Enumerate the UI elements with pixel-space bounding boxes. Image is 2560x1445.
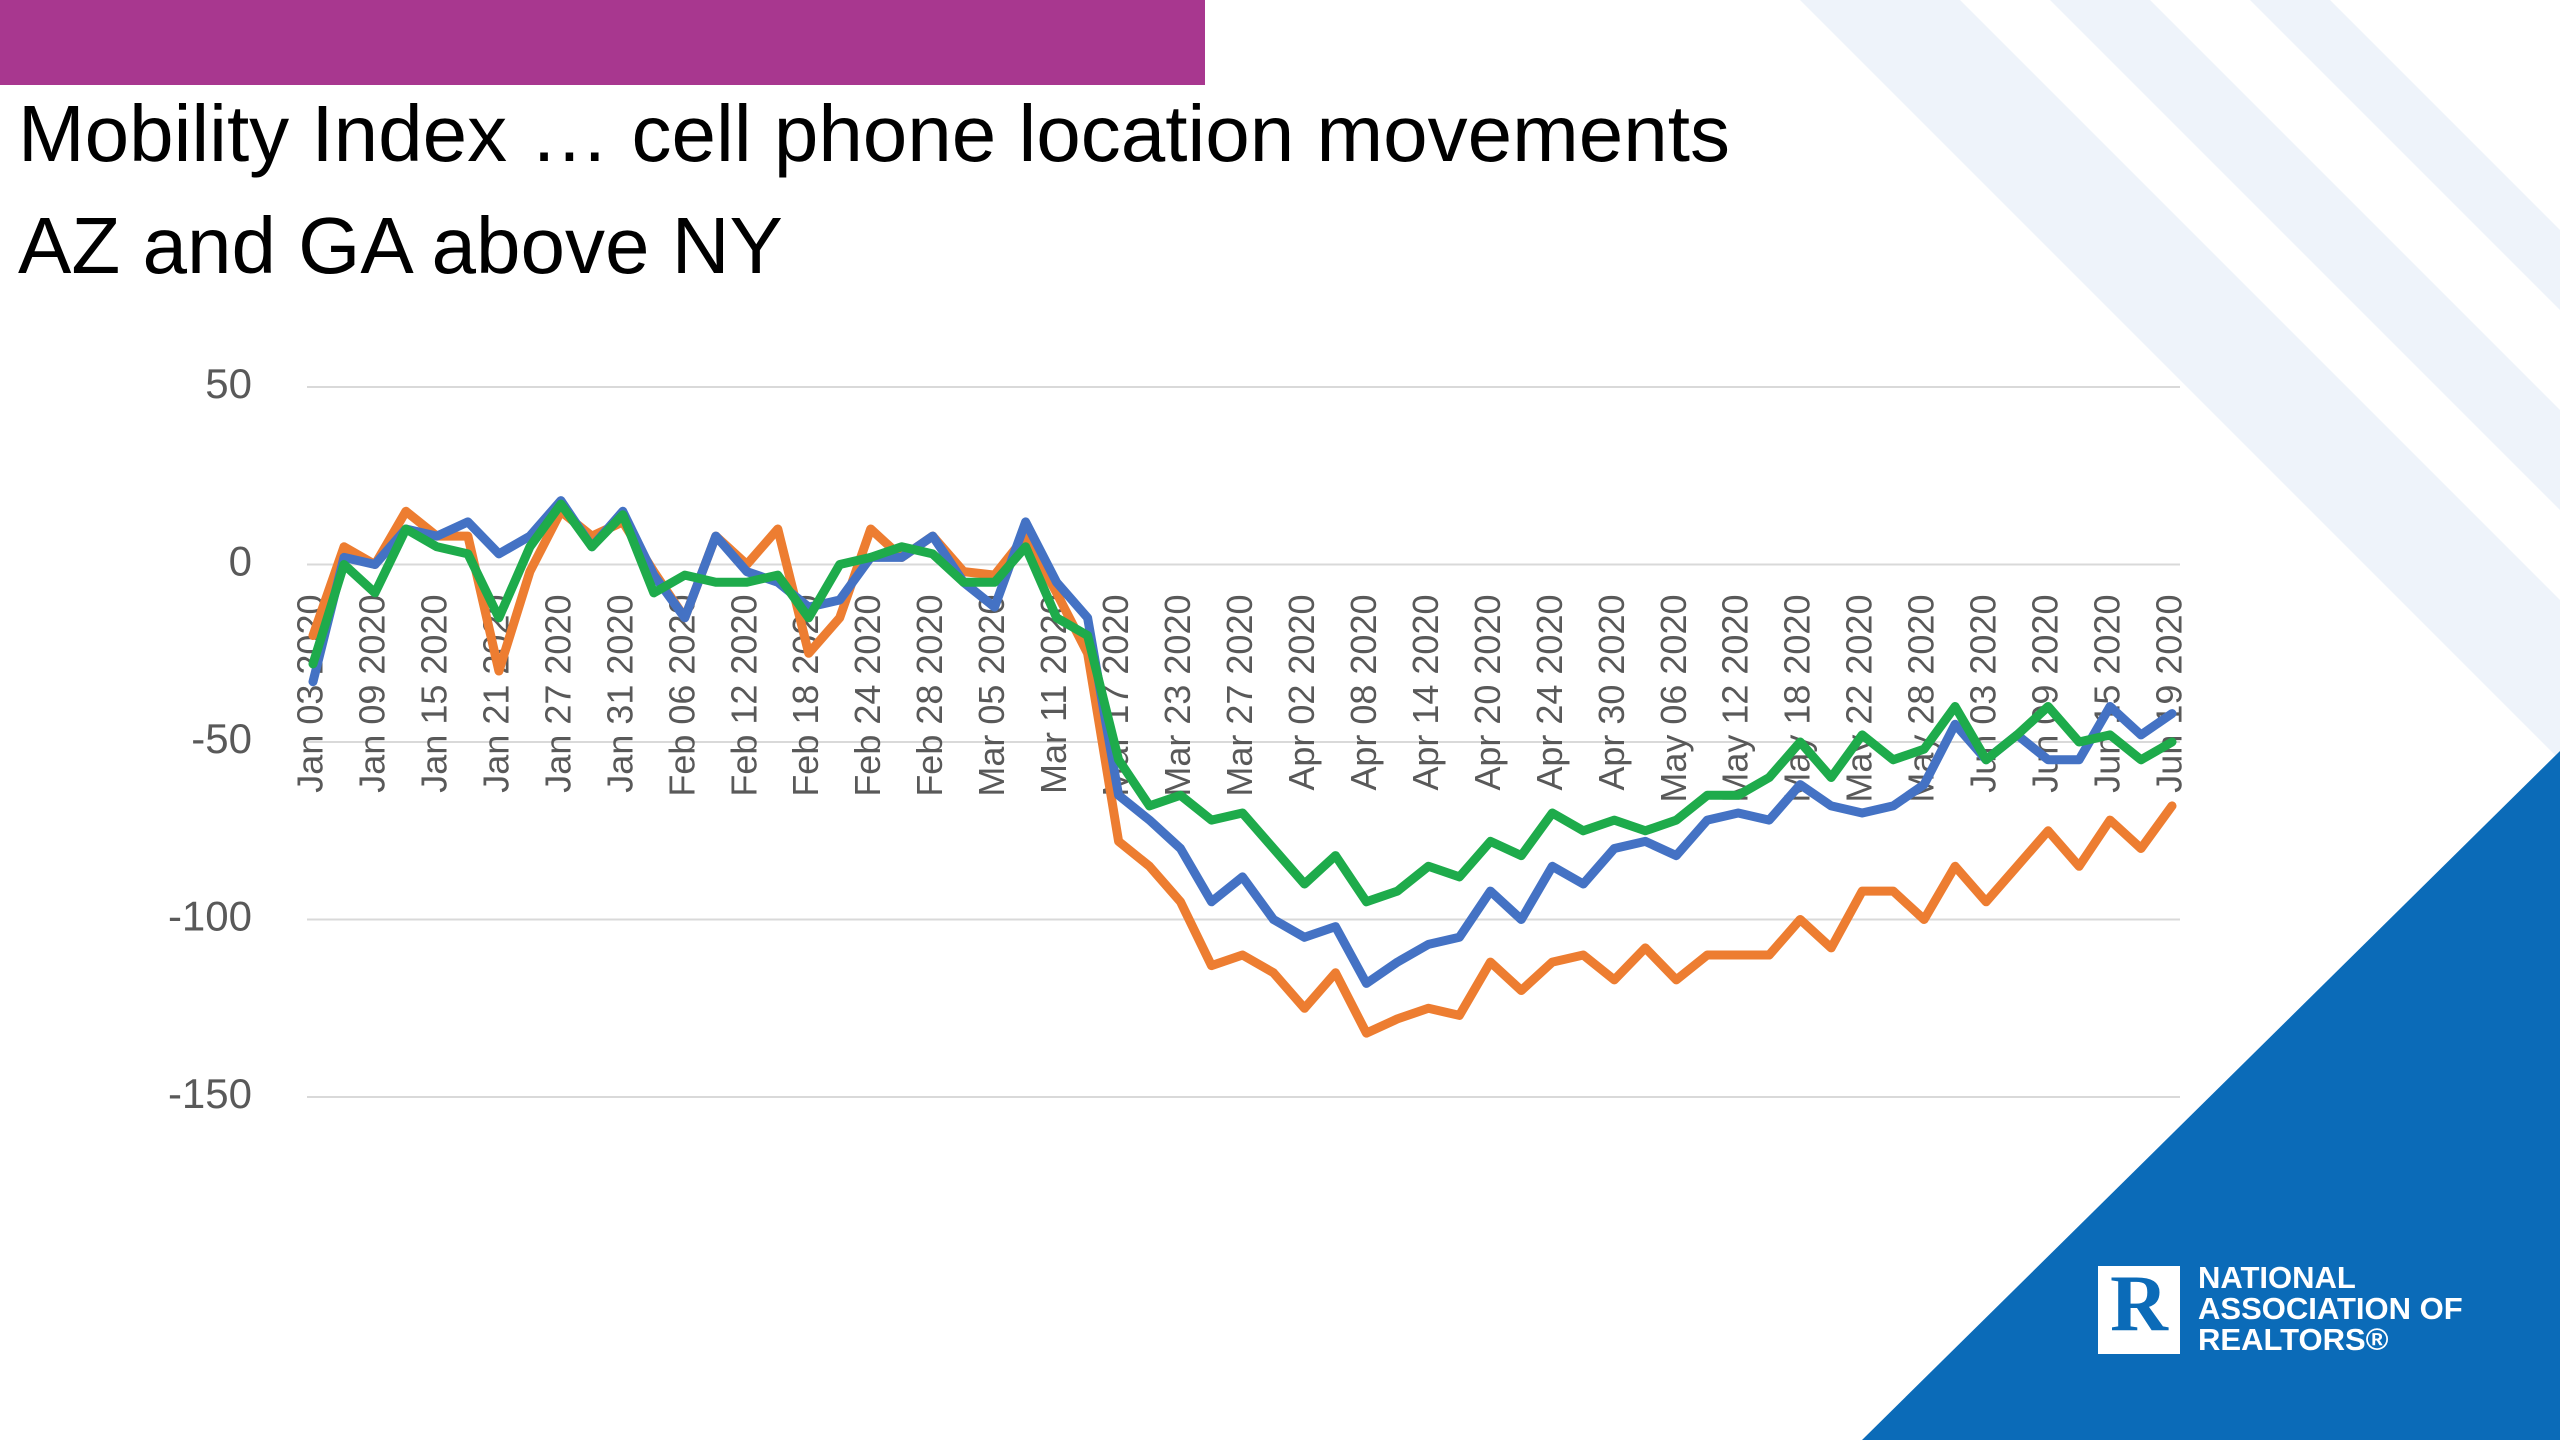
chart-subtitle: AZ and GA above NY bbox=[18, 201, 783, 290]
x-tick-label: Jan 15 2020 bbox=[413, 595, 454, 793]
y-tick-label: -150 bbox=[168, 1070, 252, 1117]
header-bar bbox=[0, 0, 1205, 85]
stripe bbox=[1800, 0, 2560, 760]
x-tick-label: Apr 24 2020 bbox=[1529, 595, 1570, 791]
chart-title: Mobility Index … cell phone location mov… bbox=[18, 89, 1730, 178]
x-tick-label: Mar 23 2020 bbox=[1157, 595, 1198, 797]
x-tick-label: Jun 15 2020 bbox=[2087, 595, 2128, 793]
x-tick-label: Apr 14 2020 bbox=[1405, 595, 1446, 791]
series-line bbox=[308, 499, 2177, 907]
x-tick-label: Mar 27 2020 bbox=[1219, 595, 1260, 797]
logo-text: REALTORS® bbox=[2198, 1322, 2389, 1357]
logo-text: NATIONAL bbox=[2198, 1260, 2356, 1295]
corner-triangle bbox=[1862, 751, 2560, 1440]
x-tick-label: Mar 05 2020 bbox=[971, 594, 1012, 796]
stripe bbox=[2250, 0, 2560, 310]
x-tick-label: May 22 2020 bbox=[1839, 594, 1880, 802]
logo-mark bbox=[2098, 1266, 2180, 1354]
x-tick-label: Jan 31 2020 bbox=[599, 595, 640, 793]
x-tick-label: Feb 28 2020 bbox=[909, 595, 950, 797]
x-tick-label: Feb 24 2020 bbox=[847, 594, 888, 796]
x-tick-label: Apr 30 2020 bbox=[1591, 595, 1632, 791]
x-tick-label: Jun 19 2020 bbox=[2149, 595, 2190, 793]
logo-text: ASSOCIATION OF bbox=[2198, 1291, 2463, 1326]
x-tick-label: Feb 06 2020 bbox=[661, 595, 702, 797]
logo-r: R bbox=[2110, 1260, 2169, 1348]
x-tick-label: Feb 12 2020 bbox=[723, 595, 764, 797]
x-tick-label: Jan 09 2020 bbox=[351, 595, 392, 793]
x-tick-label: May 12 2020 bbox=[1715, 595, 1756, 803]
x-tick-label: May 06 2020 bbox=[1653, 595, 1694, 803]
y-tick-label: 50 bbox=[205, 360, 252, 407]
x-tick-label: Apr 02 2020 bbox=[1281, 595, 1322, 791]
x-tick-label: Apr 08 2020 bbox=[1343, 595, 1384, 791]
x-tick-label: May 18 2020 bbox=[1777, 595, 1818, 803]
y-tick-label: 0 bbox=[229, 538, 252, 585]
y-tick-label: -100 bbox=[168, 893, 252, 940]
y-tick-label: -50 bbox=[191, 715, 252, 762]
x-tick-label: Apr 20 2020 bbox=[1467, 595, 1508, 791]
stripe bbox=[2050, 0, 2560, 510]
x-tick-label: Jan 27 2020 bbox=[537, 595, 578, 793]
